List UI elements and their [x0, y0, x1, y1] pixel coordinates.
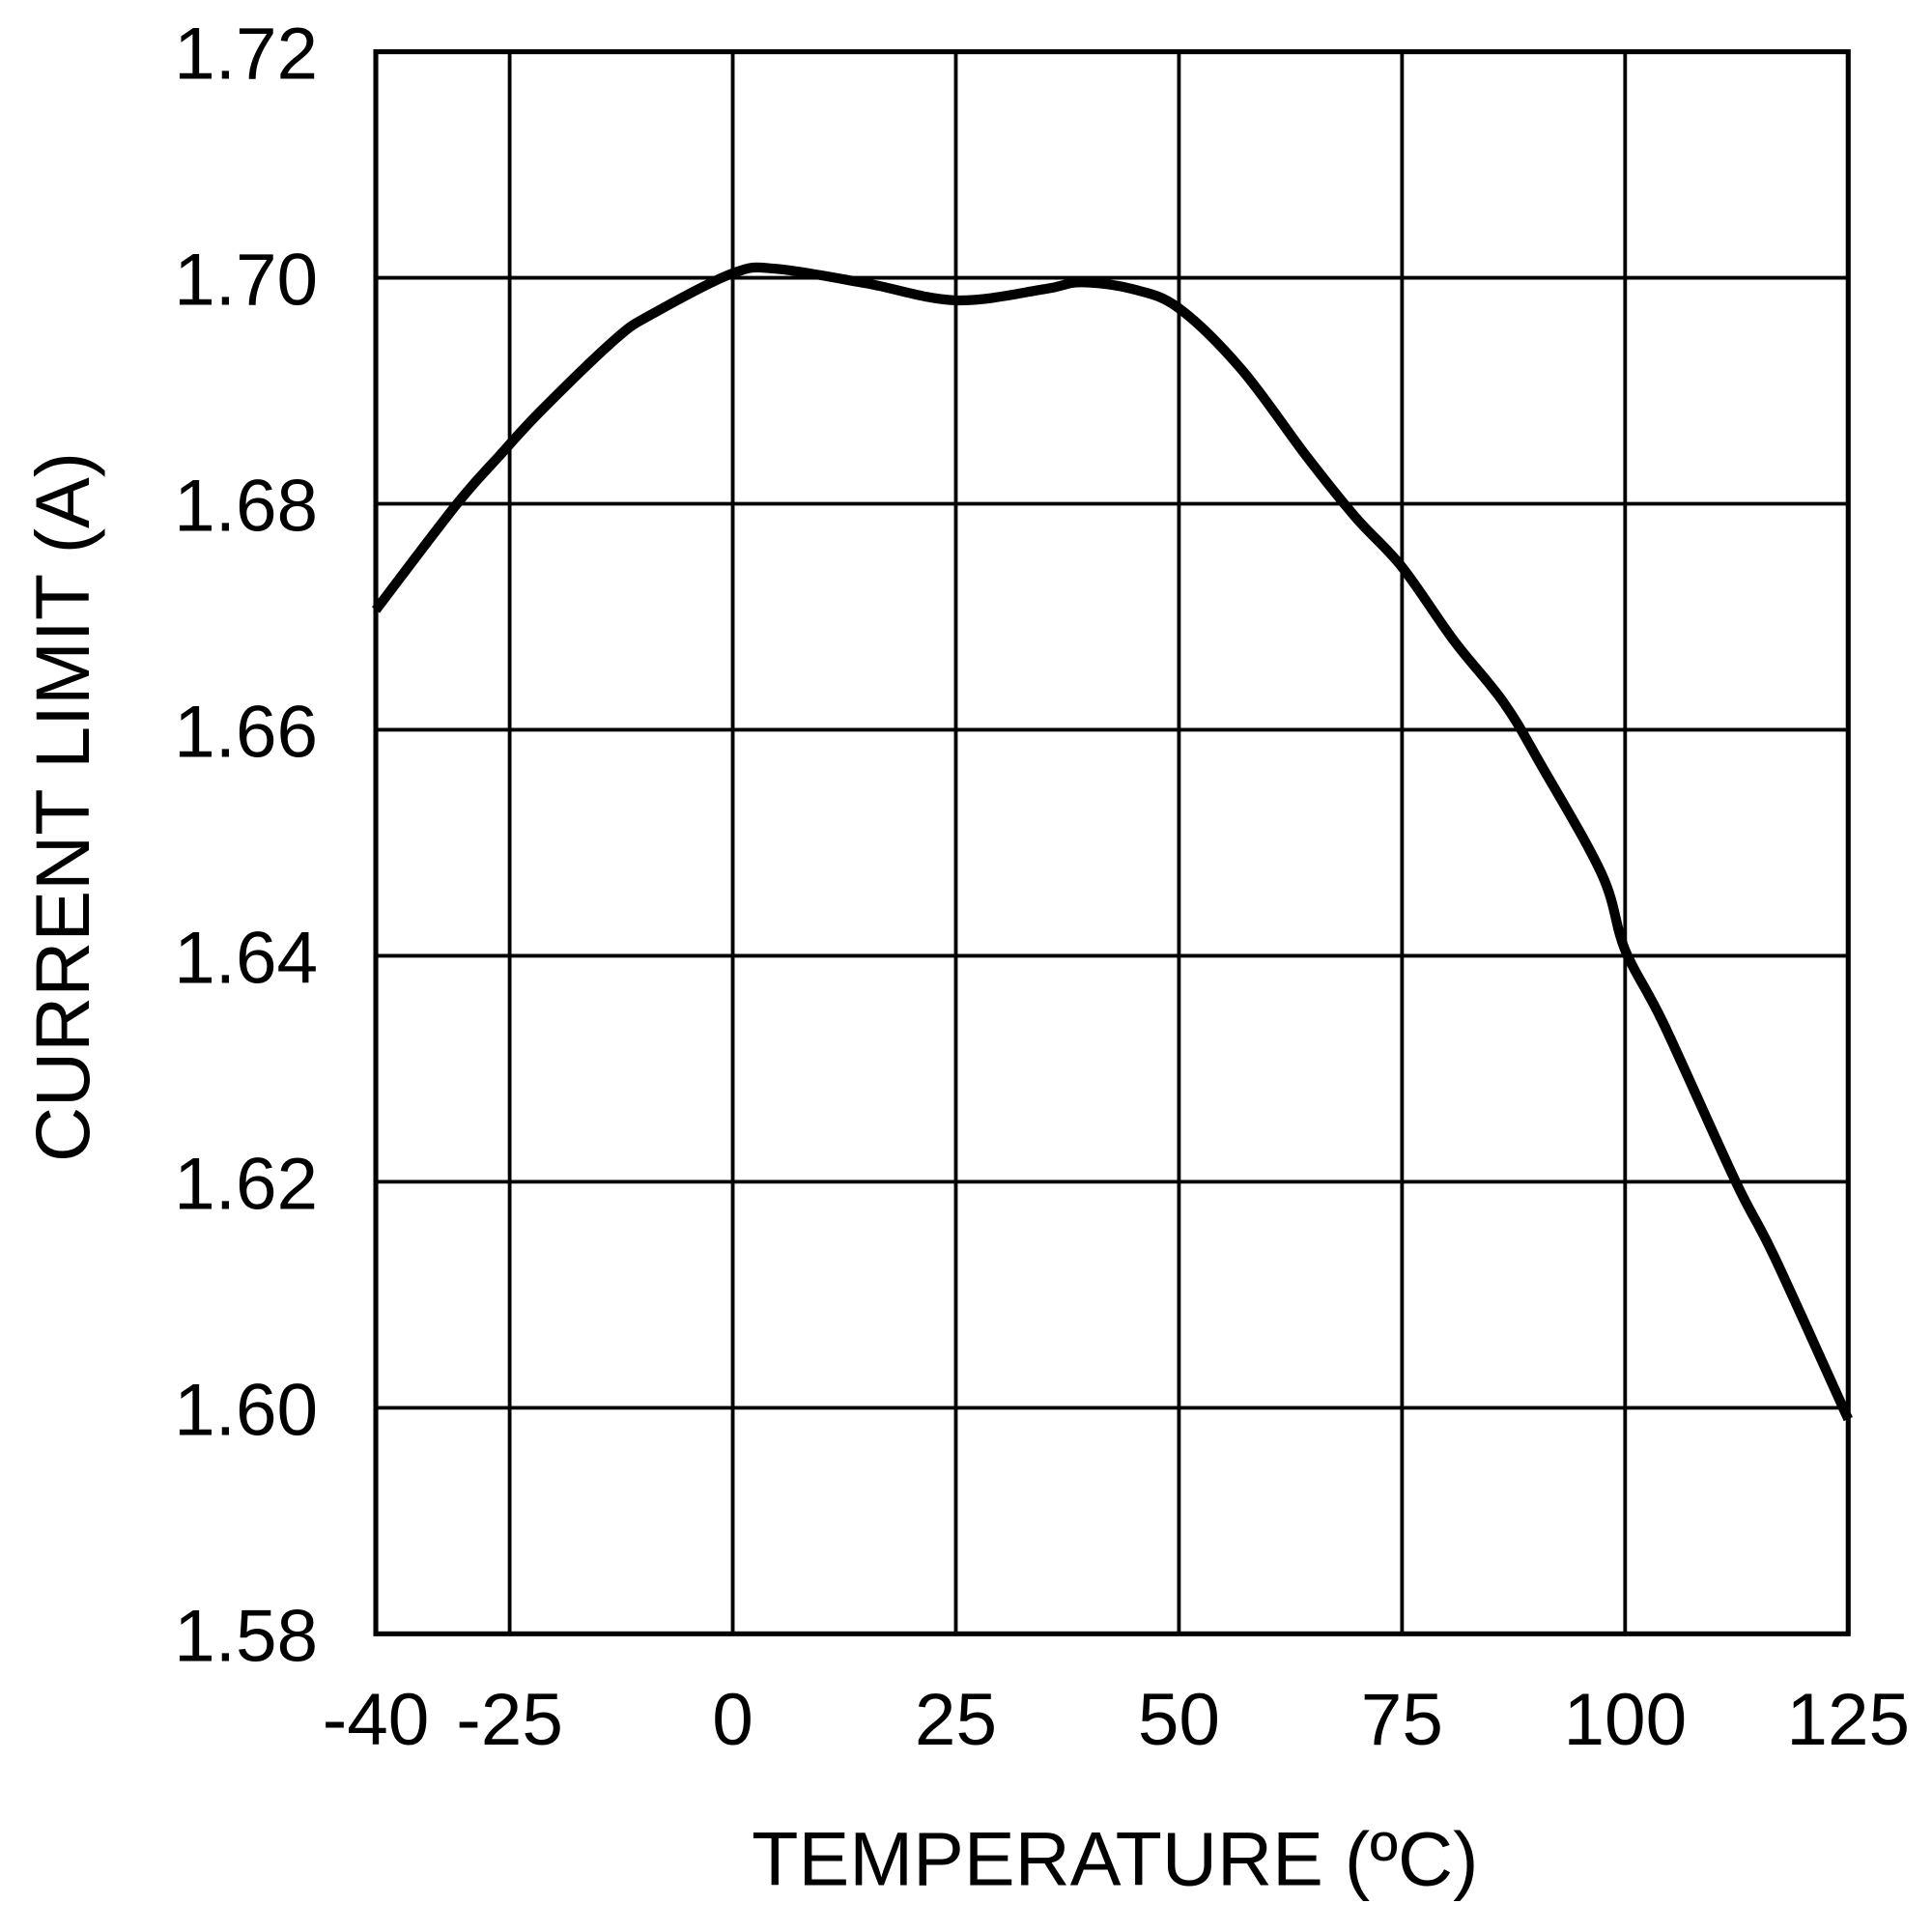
grid — [374, 49, 1851, 1636]
y-tick-label: 1.68 — [174, 466, 318, 548]
x-tick-label: 75 — [1361, 1679, 1443, 1761]
x-tick-labels: -40 -25 0 25 50 75 100 125 — [323, 1679, 1910, 1761]
y-tick-label: 1.62 — [174, 1143, 318, 1225]
y-axis-label: CURRENT LIMIT (A) — [19, 452, 105, 1162]
y-tick-label: 1.66 — [174, 692, 318, 774]
x-tick-label: 125 — [1786, 1679, 1910, 1761]
y-tick-label: 1.64 — [174, 917, 318, 999]
y-tick-labels: 1.58 1.60 1.62 1.64 1.66 1.68 1.70 1.72 — [174, 14, 318, 1678]
series-line — [371, 262, 1853, 1422]
y-tick-label: 1.58 — [174, 1595, 318, 1677]
x-tick-label: -25 — [456, 1679, 563, 1761]
x-tick-label: -40 — [323, 1679, 430, 1761]
y-tick-label: 1.60 — [174, 1369, 318, 1451]
y-tick-label: 1.70 — [174, 240, 318, 322]
x-axis-label: TEMPERATURE (ºC) — [752, 1816, 1478, 1902]
x-tick-label: 50 — [1138, 1679, 1220, 1761]
plot-frame — [373, 49, 1851, 1636]
x-tick-label: 25 — [915, 1679, 997, 1761]
x-tick-label: 0 — [712, 1679, 753, 1761]
y-tick-label: 1.72 — [174, 14, 318, 96]
x-tick-label: 100 — [1563, 1679, 1687, 1761]
